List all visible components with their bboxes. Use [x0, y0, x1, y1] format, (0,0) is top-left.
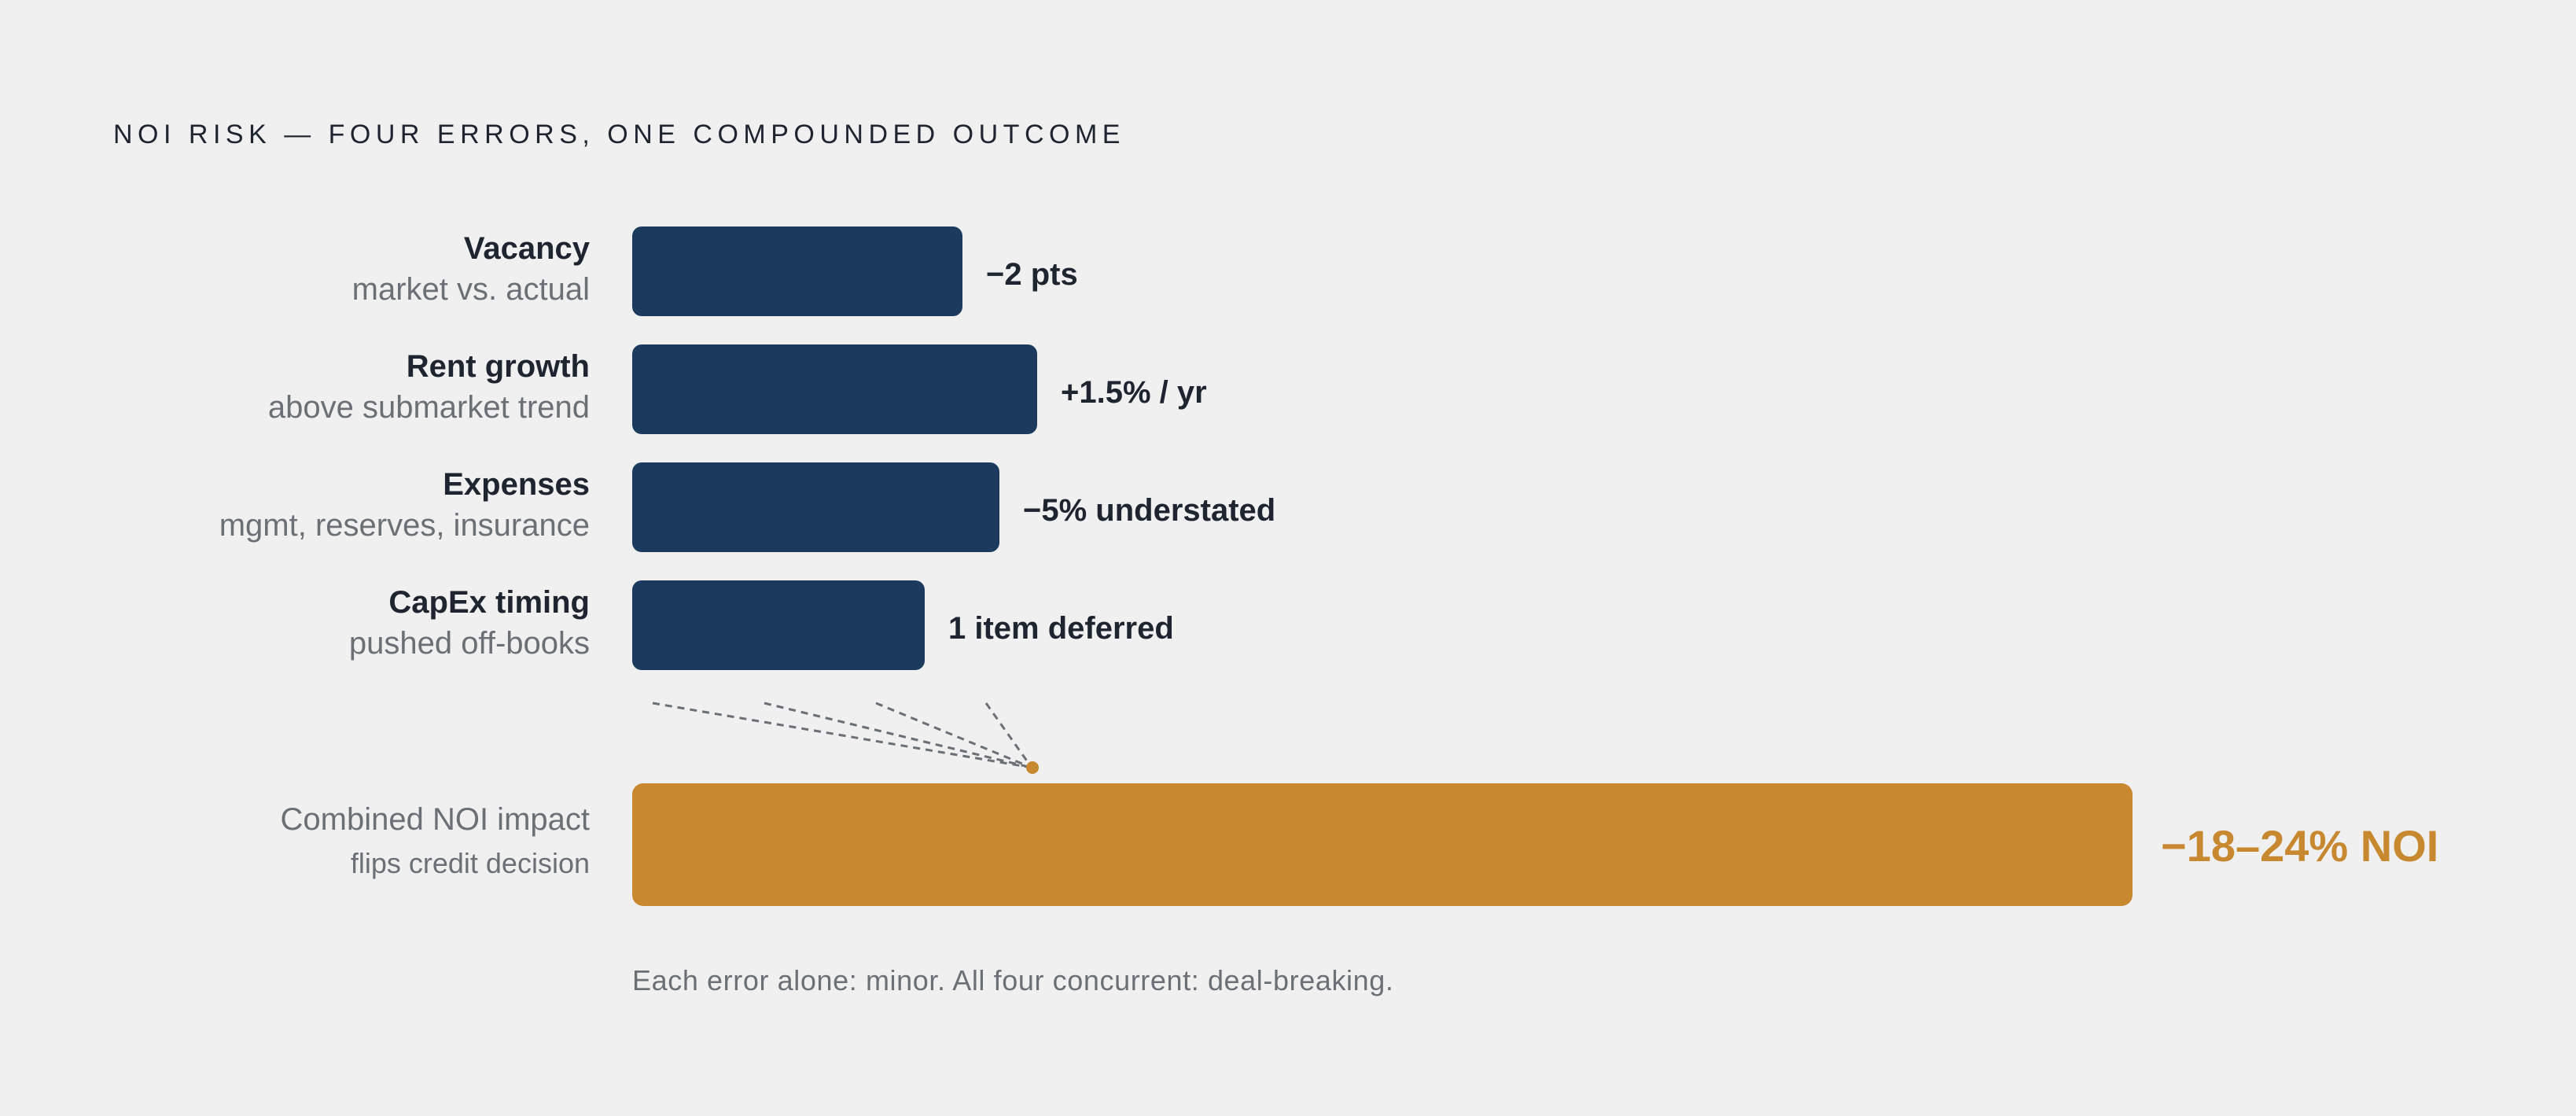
bar-value-capex-timing: 1 item deferred: [948, 611, 1174, 646]
bar-expenses: [632, 462, 999, 552]
bar-vacancy: [632, 227, 962, 316]
bar-value-expenses: −5% understated: [1023, 493, 1276, 528]
convergence-dot: [1026, 761, 1039, 774]
row-label-rent-growth: Rent growth above submarket trend: [268, 348, 590, 429]
bar-capex-timing: [632, 580, 925, 670]
combined-name: Combined NOI impact: [280, 802, 590, 837]
connector-line-vacancy: [652, 702, 1032, 769]
row-subtitle: mgmt, reserves, insurance: [219, 508, 590, 543]
connector-line-expenses: [875, 702, 1032, 769]
row-subtitle: market vs. actual: [351, 272, 590, 307]
row-label-vacancy: Vacancy market vs. actual: [352, 230, 590, 311]
row-name: Expenses: [443, 467, 590, 502]
bar-rent-growth: [632, 344, 1037, 434]
bar-combined-noi-impact: [632, 783, 2133, 906]
bar-value-rent-growth: +1.5% / yr: [1061, 375, 1207, 410]
row-label-expenses: Expenses mgmt, reserves, insurance: [219, 466, 590, 547]
row-subtitle: pushed off-books: [348, 626, 590, 661]
row-name: CapEx timing: [388, 585, 590, 620]
connector-line-capex-timing: [984, 702, 1033, 768]
chart-title: NOI RISK — FOUR ERRORS, ONE COMPOUNDED O…: [113, 120, 1125, 149]
combined-value: −18–24% NOI: [2161, 821, 2439, 871]
connector-line-rent-growth: [764, 702, 1032, 769]
footnote: Each error alone: minor. All four concur…: [632, 964, 1394, 996]
bar-value-vacancy: −2 pts: [986, 257, 1078, 292]
row-label-capex-timing: CapEx timing pushed off-books: [349, 584, 590, 665]
combined-label: Combined NOI impact flips credit decisio…: [281, 801, 590, 881]
row-name: Vacancy: [463, 231, 590, 266]
combined-subtitle: flips credit decision: [350, 847, 590, 879]
row-subtitle: above submarket trend: [267, 390, 590, 425]
row-name: Rent growth: [406, 349, 590, 384]
